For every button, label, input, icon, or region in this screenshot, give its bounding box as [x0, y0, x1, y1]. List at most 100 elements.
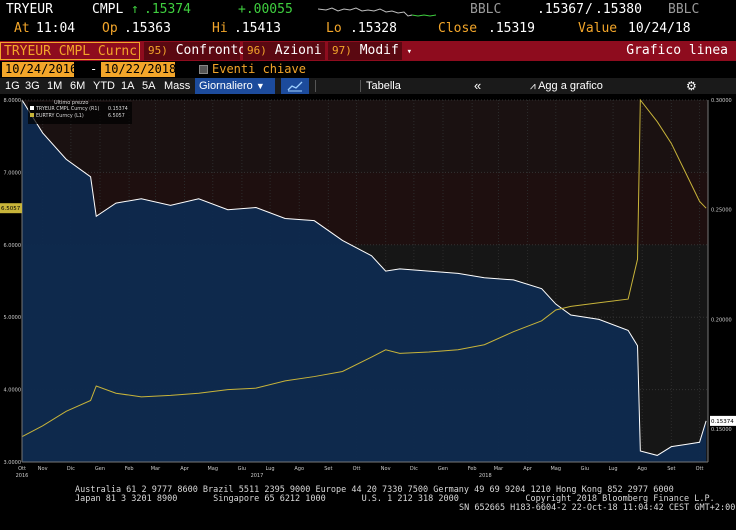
highlight-band — [22, 100, 708, 173]
period-5y[interactable]: 5A — [142, 80, 156, 92]
ticker: TRYEUR — [6, 2, 53, 17]
date-range-row: 10/24/2016 - 10/22/2018 Eventi chiave — [0, 62, 736, 77]
x-tick-label: Feb — [468, 466, 477, 472]
x-tick-label: Ago — [294, 466, 304, 472]
high-label: Hi — [212, 21, 228, 36]
series-lines — [21, 98, 707, 456]
close-label: Close — [438, 21, 478, 36]
key-events-checkbox[interactable] — [199, 65, 208, 74]
left-tick-label: 4.0000 — [4, 388, 22, 394]
gear-icon[interactable]: ⚙ — [686, 79, 697, 93]
year-label: 2017 — [251, 473, 264, 479]
ask-price: .15380 — [595, 2, 642, 17]
period-1m[interactable]: 1M — [47, 80, 63, 92]
add-to-chart-button[interactable]: ⩘ Agg a grafico — [530, 78, 603, 94]
period-6m[interactable]: 6M — [70, 80, 86, 92]
at-label: At — [14, 21, 30, 36]
legend-box — [28, 102, 132, 124]
x-tick-label: Mar — [151, 466, 161, 472]
legend-swatch — [30, 113, 34, 117]
value-label: Value — [578, 21, 618, 36]
left-tick-label: 7.0000 — [4, 170, 22, 176]
usd-area-fill — [22, 100, 707, 462]
bid-ask-separator: / — [585, 2, 593, 17]
toolbar-divider — [360, 80, 361, 92]
ask-source: BBLC — [668, 2, 700, 17]
actions-button[interactable]: 96) Azioni ▾ — [243, 42, 335, 60]
left-current-label: 6.5057 — [1, 206, 21, 212]
year-label: 2018 — [479, 473, 492, 479]
series-line-1 — [21, 98, 707, 438]
frequency-label: Giornaliero — [199, 80, 253, 92]
x-tick-label: Apr — [523, 466, 533, 472]
x-tick-label: Mag — [550, 466, 561, 472]
add-to-chart-label: Agg a grafico — [538, 80, 603, 92]
x-tick-label: Ott — [353, 466, 361, 472]
compare-button[interactable]: 95) Confronto — [144, 42, 246, 60]
edit-button[interactable]: 97) Modif ▾ — [328, 42, 412, 60]
value-date: 10/24/18 — [628, 21, 691, 36]
x-tick-label: Mar — [494, 466, 504, 472]
legend-value: 0.15374 — [108, 106, 128, 112]
chevron-down-icon: ▾ — [406, 47, 413, 57]
series-area-0 — [22, 100, 707, 462]
footer-session-info: SN 652665 H183-6604-2 22-Oct-18 11:04:42… — [459, 503, 736, 513]
x-tick-label: Set — [667, 466, 675, 472]
up-arrow-icon: ↑ — [131, 2, 139, 17]
legend-swatch — [30, 106, 34, 110]
date-separator: - — [90, 62, 98, 76]
price-source: CMPL — [92, 2, 124, 17]
x-tick-label: Nov — [381, 466, 391, 472]
x-tick-label: Apr — [180, 466, 190, 472]
footer-contacts-line-1: Australia 61 2 9777 8600 Brazil 5511 239… — [75, 485, 674, 495]
edit-label: Modif — [359, 43, 399, 58]
x-tick-label: Giu — [238, 466, 246, 472]
chart-toolbar: 1G 3G 1M 6M YTD 1A 5A Mass Giornaliero ▼… — [0, 78, 736, 94]
legend-entry: EURTRY Curncy (L1) — [36, 113, 84, 119]
legend-title: Ultimo prezzo — [54, 100, 88, 106]
table-button[interactable]: Tabella — [366, 80, 401, 92]
command-bar: TRYEUR CMPL Curnc 95) Confronto 96) Azio… — [0, 41, 736, 61]
view-title: Grafico linea — [626, 43, 728, 58]
actions-label: Azioni — [274, 43, 322, 58]
period-1y[interactable]: 1A — [121, 80, 135, 92]
frequency-dropdown[interactable]: Giornaliero ▼ — [195, 78, 275, 94]
add-chart-icon: ⩘ — [530, 81, 536, 92]
left-tick-label: 6.0000 — [4, 243, 22, 249]
bid-source: BBLC — [470, 2, 502, 17]
series-line-0 — [21, 99, 707, 456]
x-tick-label: Gen — [438, 466, 448, 472]
x-tick-label: Ott — [18, 466, 26, 472]
axes: 3.0000 4.0000 5.0000 6.0000 7.0000 8.0000 0.15… — [0, 98, 736, 479]
low-label: Lo — [326, 21, 342, 36]
period-ytd[interactable]: YTD — [93, 80, 115, 92]
left-tick-label: 3.0000 — [4, 460, 22, 466]
footer-contacts-line-2: Japan 81 3 3201 8900 Singapore 65 6212 1… — [75, 494, 715, 504]
quote-row-1: TRYEUR CMPL ↑ .15374 +.00055 BBLC .15367… — [0, 2, 736, 20]
period-3d[interactable]: 3G — [25, 80, 40, 92]
sparkline — [318, 7, 437, 17]
right-tick-label: 0.15000 — [711, 427, 732, 433]
x-tick-label: Lug — [266, 466, 275, 472]
security-field[interactable]: TRYEUR CMPL Curnc — [0, 42, 140, 60]
line-chart-icon[interactable] — [281, 78, 309, 94]
period-max[interactable]: Mass — [164, 80, 191, 92]
right-current-label: 0.15374 — [711, 419, 734, 425]
x-tick-label: Dic — [410, 466, 418, 472]
bid-price: .15367 — [537, 2, 584, 17]
price-chart: 3.0000 4.0000 5.0000 6.0000 7.0000 8.0000 0.15… — [0, 98, 736, 479]
x-tick-label: Dic — [67, 466, 75, 472]
x-tick-label: Feb — [125, 466, 134, 472]
end-date-field[interactable]: 10/22/2018 — [101, 62, 176, 77]
x-tick-label: Ago — [637, 466, 647, 472]
edit-shortcut: 97) — [332, 44, 352, 57]
x-tick-label: Lug — [609, 466, 618, 472]
collapse-left-icon[interactable]: « — [474, 78, 482, 93]
open-price: .15363 — [124, 21, 171, 36]
compare-label: Confronto — [175, 43, 247, 58]
high-price: .15413 — [234, 21, 281, 36]
open-label: Op — [102, 21, 118, 36]
left-current-flag — [0, 203, 22, 214]
start-date-field[interactable]: 10/24/2016 — [2, 62, 77, 77]
period-1d[interactable]: 1G — [5, 80, 20, 92]
